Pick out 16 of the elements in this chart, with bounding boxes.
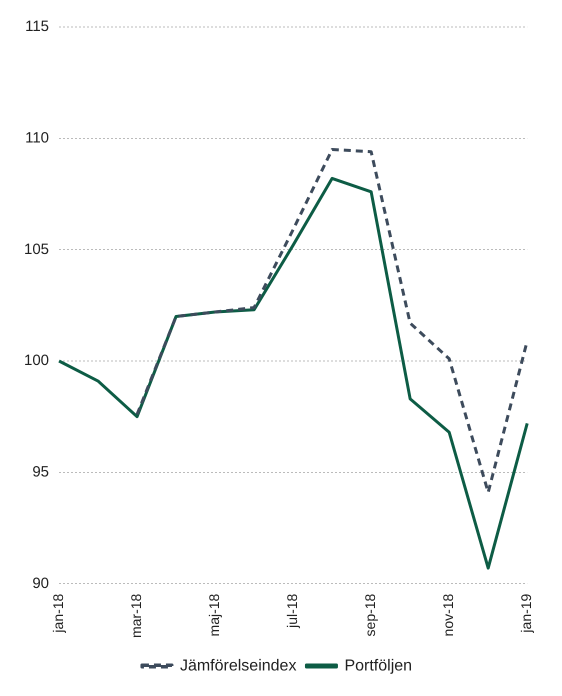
y-tick-label: 115 [25, 18, 50, 36]
x-tick-label: nov-18 [440, 593, 456, 636]
legend-label: Portföljen [344, 657, 412, 674]
y-tick-label: 90 [32, 574, 50, 592]
legend-label: Jämförelseindex [180, 657, 296, 674]
line-series [136, 148, 529, 494]
x-tick-label: jan-19 [518, 593, 534, 634]
x-tick-label: maj-18 [206, 593, 222, 636]
y-tick-label: 100 [24, 352, 50, 370]
y-tick-label: 95 [32, 463, 50, 480]
x-tick-label: jul-18 [284, 593, 300, 629]
x-tick-label: jan-18 [50, 593, 66, 634]
x-tick-label: sep-18 [362, 593, 378, 636]
y-tick-label: 105 [24, 240, 50, 258]
y-tick-label: 110 [25, 129, 50, 146]
x-tick-label: mar-18 [128, 593, 144, 638]
